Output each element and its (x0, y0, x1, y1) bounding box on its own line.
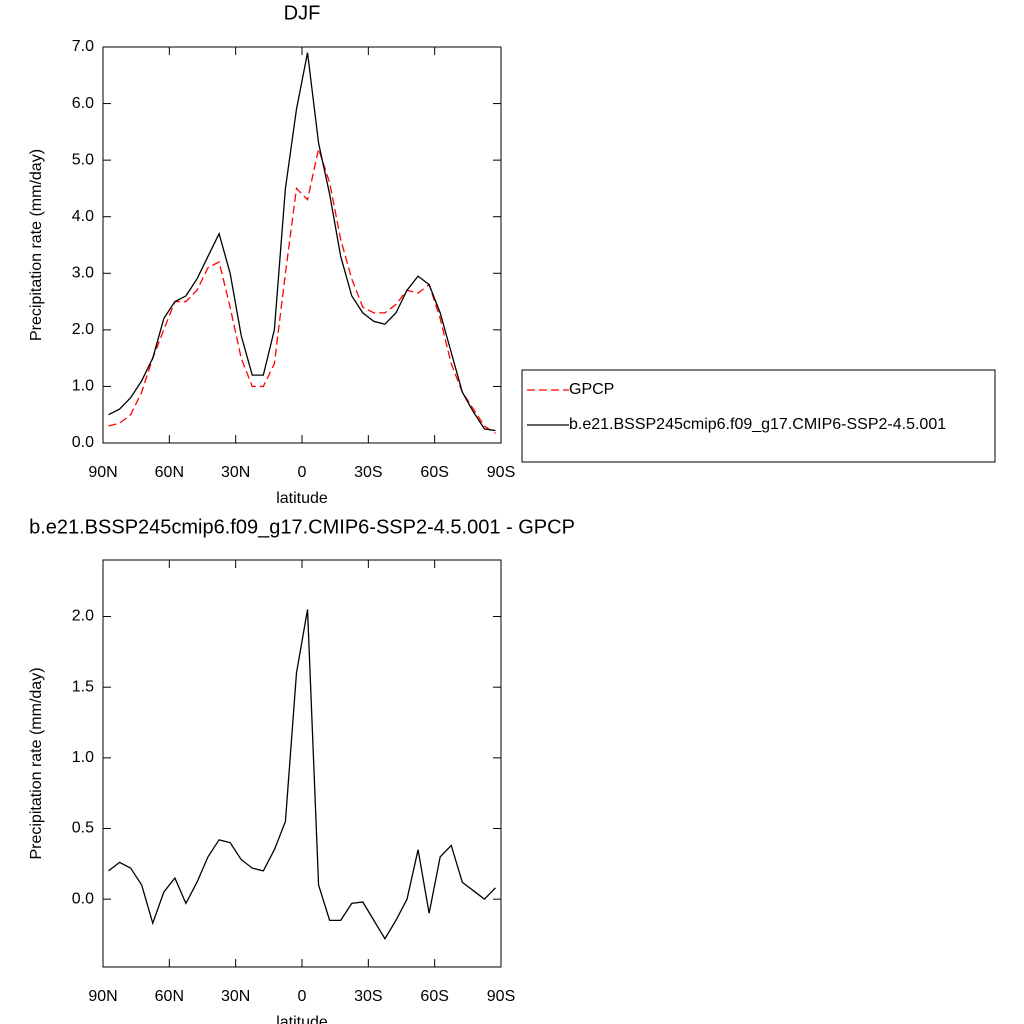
y-tick-label: 1.0 (72, 749, 94, 766)
x-tick-label: 90S (487, 464, 515, 481)
y-tick-label: 6.0 (72, 95, 94, 112)
x-tick-label: 0 (298, 988, 307, 1005)
y-tick-label: 0.0 (72, 434, 94, 451)
legend: GPCP b.e21.BSSP245cmip6.f09_g17.CMIP6-SSP… (521, 369, 996, 463)
y-tick-label: 3.0 (72, 265, 94, 282)
y-tick-label: 2.0 (72, 608, 94, 625)
legend-box (521, 369, 996, 463)
y-tick-label: 7.0 (72, 38, 94, 55)
y-tick-label: 2.0 (72, 321, 94, 338)
x-axis-label: latitude (276, 490, 328, 507)
y-axis-label: Precipitation rate (mm/day) (28, 149, 45, 341)
x-tick-label: 30N (221, 464, 250, 481)
x-axis-label: latitude (276, 1014, 328, 1024)
data-line (108, 146, 496, 434)
x-tick-label: 60S (420, 988, 448, 1005)
x-tick-label: 90S (487, 988, 515, 1005)
y-tick-label: 0.0 (72, 890, 94, 907)
x-tick-label: 30S (354, 988, 382, 1005)
plot-frame (102, 46, 502, 444)
x-tick-label: 30N (221, 988, 250, 1005)
x-tick-label: 60N (155, 988, 184, 1005)
legend-label: b.e21.BSSP245cmip6.f09_g17.CMIP6-SSP2-4.… (569, 416, 946, 433)
data-line (108, 609, 496, 941)
chart-title: DJF (284, 2, 321, 24)
plot-frame (102, 559, 502, 968)
y-tick-label: 0.5 (72, 820, 94, 837)
legend-label: GPCP (569, 381, 614, 398)
y-tick-label: 5.0 (72, 151, 94, 168)
y-axis-label: Precipitation rate (mm/day) (28, 667, 45, 859)
y-tick-label: 4.0 (72, 208, 94, 225)
x-tick-label: 90N (88, 464, 117, 481)
x-tick-label: 90N (88, 988, 117, 1005)
x-tick-label: 30S (354, 464, 382, 481)
x-tick-label: 60N (155, 464, 184, 481)
y-tick-label: 1.0 (72, 378, 94, 395)
x-tick-label: 0 (298, 464, 307, 481)
x-tick-label: 60S (420, 464, 448, 481)
y-tick-label: 1.5 (72, 678, 94, 695)
data-line (108, 52, 496, 432)
chart-title: b.e21.BSSP245cmip6.f09_g17.CMIP6-SSP2-4.… (29, 516, 575, 538)
